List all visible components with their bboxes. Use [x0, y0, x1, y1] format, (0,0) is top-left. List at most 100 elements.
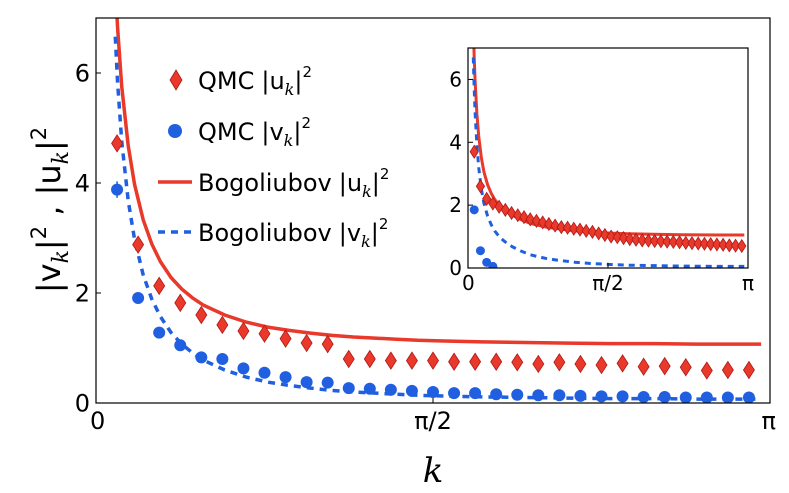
main-qmc-v-point [532, 389, 545, 402]
main-qmc-v-point [679, 391, 692, 403]
inset-plot-bg [468, 48, 748, 268]
inset-plot-area [469, 48, 747, 268]
inset-qmc-u-point [718, 237, 728, 252]
main-qmc-v-point [321, 376, 334, 389]
main-qmc-v-point [216, 353, 229, 365]
y-axis-title-part: 2 [27, 127, 51, 140]
inset-y-tick-label: 0 [449, 256, 462, 280]
main-qmc-v-point [258, 366, 271, 379]
legend-label-prefix: Bogoliubov [198, 169, 332, 197]
legend-label-superscript: 2 [380, 165, 390, 183]
main-qmc-u-point [616, 354, 629, 373]
main-qmc-u-point [427, 351, 439, 370]
legend-label-bar: | [371, 219, 379, 247]
inset-qmc-u-point [625, 231, 635, 247]
inset-x-tick-label: 0 [462, 271, 475, 295]
inset-qmc-u-point [674, 235, 685, 250]
x-axis-title: k [423, 451, 444, 491]
main-qmc-v-point [174, 339, 187, 352]
inset-qmc-u-point [643, 233, 654, 248]
main-qmc-v-point [700, 391, 713, 403]
inset-qmc-u-point [612, 230, 622, 245]
main-qmc-u-point [574, 354, 587, 374]
legend-label: QMC |vk|2 [198, 114, 311, 150]
legend-label: QMC |uk|2 [198, 63, 312, 99]
y-axis-title-part: k [49, 151, 74, 164]
main-qmc-u-point [595, 355, 608, 375]
inset-qmc-u-point [525, 212, 535, 227]
inset-qmc-u-point [724, 238, 734, 253]
inset-qmc-u-point [569, 221, 579, 236]
y-axis-title-part: k [49, 250, 74, 263]
main-qmc-v-point [405, 384, 418, 397]
main-qmc-u-point [448, 352, 461, 371]
main-qmc-v-point [469, 387, 482, 400]
inset-qmc-u-point [693, 236, 703, 251]
main-qmc-u-point [258, 324, 271, 343]
y-axis-title-part: , [30, 195, 68, 226]
main-qmc-v-point [595, 390, 608, 403]
inset-qmc-u-point [469, 144, 479, 159]
main-y-tick-label: 6 [75, 59, 90, 87]
legend-label-prefix: Bogoliubov [198, 219, 332, 247]
legend-diamond-marker [169, 69, 183, 91]
main-qmc-v-point [363, 382, 376, 395]
main-qmc-v-point [195, 351, 208, 364]
inset-qmc-u-point [550, 218, 560, 233]
legend-label-bar: | [372, 169, 380, 197]
inset-x-tick-label: π/2 [592, 271, 624, 295]
inset-qmc-u-point [650, 233, 660, 249]
legend-label-bar: | [261, 67, 269, 95]
legend-label-prefix: QMC [198, 67, 254, 95]
main-qmc-v-point [153, 326, 166, 339]
main-qmc-u-point [658, 356, 671, 376]
inset-y-tick-label: 4 [449, 130, 462, 154]
main-qmc-u-point [279, 329, 292, 348]
y-axis-title-part: | [30, 239, 68, 250]
main-y-tick-label: 2 [75, 279, 90, 307]
legend-label-superscript: 2 [379, 215, 389, 233]
main-qmc-u-point [405, 351, 418, 370]
legend-label-prefix: QMC [198, 118, 254, 146]
inset-qmc-u-point [681, 235, 691, 250]
main-qmc-u-point [511, 353, 524, 372]
legend-label-subscript: k [361, 232, 371, 251]
axis-titles: k|vk|2 , |uk|2|v_k|², |u_k|² [27, 127, 443, 491]
main-qmc-u-point [111, 134, 124, 153]
main-qmc-u-point [700, 361, 713, 380]
legend-label-symbol: u [269, 67, 284, 95]
inset-qmc-u-point [556, 220, 566, 235]
main-qmc-u-point [342, 349, 355, 369]
main-qmc-u-point [174, 293, 187, 313]
inset-qmc-u-point [699, 236, 710, 251]
inset-qmc-u-point [482, 191, 492, 206]
inset-qmc-u-point [606, 229, 616, 244]
main-qmc-v-point [511, 388, 524, 401]
main-qmc-u-point [300, 333, 313, 353]
legend-label-symbol: u [347, 169, 362, 197]
legend-label-subscript: k [284, 131, 294, 150]
main-qmc-u-point [153, 276, 166, 296]
main-qmc-u-point [321, 334, 334, 354]
main-qmc-u-point [195, 305, 208, 325]
main-qmc-v-point [279, 371, 292, 384]
main-bog-v-line [113, 36, 762, 401]
main-qmc-v-point [427, 386, 439, 398]
inset-panel: 0 π/2 π 0 2 4 6 [449, 47, 754, 295]
inset-qmc-u-point [737, 238, 747, 254]
inset-qmc-u-point [618, 231, 629, 246]
inset-qmc-u-point [519, 209, 529, 225]
inset-qmc-u-point [544, 216, 554, 232]
legend-label-bar: | [339, 169, 347, 197]
main-qmc-v-point [742, 391, 755, 403]
main-qmc-v-point [342, 382, 355, 395]
main-qmc-v-point [448, 387, 461, 400]
main-plot-area [111, 18, 762, 403]
legend-label-subscript: k [285, 80, 295, 99]
inset-x-tick-label: π [742, 271, 754, 295]
main-qmc-u-point [216, 315, 229, 335]
